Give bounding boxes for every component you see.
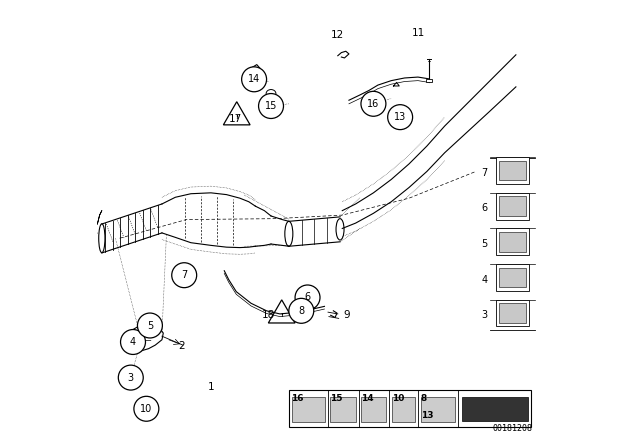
Text: 6: 6 <box>482 203 488 213</box>
Text: 12: 12 <box>331 30 344 40</box>
FancyBboxPatch shape <box>499 232 525 252</box>
Circle shape <box>134 396 159 421</box>
Text: 6: 6 <box>305 293 310 302</box>
Circle shape <box>138 313 163 338</box>
FancyBboxPatch shape <box>289 390 531 426</box>
Text: 15: 15 <box>265 101 277 111</box>
Text: 1: 1 <box>207 382 214 392</box>
FancyBboxPatch shape <box>426 79 432 82</box>
Text: 13: 13 <box>394 112 406 122</box>
FancyBboxPatch shape <box>496 300 529 327</box>
Text: 10: 10 <box>392 394 404 403</box>
Circle shape <box>388 105 413 129</box>
Text: 3: 3 <box>482 310 488 320</box>
Text: 11: 11 <box>412 28 424 38</box>
Text: 15: 15 <box>330 394 343 403</box>
Circle shape <box>118 365 143 390</box>
Text: 17: 17 <box>228 114 242 125</box>
FancyBboxPatch shape <box>330 397 356 422</box>
Text: 3: 3 <box>128 373 134 383</box>
Text: 10: 10 <box>140 404 152 414</box>
Circle shape <box>120 330 145 354</box>
FancyBboxPatch shape <box>392 397 415 422</box>
Polygon shape <box>338 51 349 58</box>
Text: 8: 8 <box>420 394 427 403</box>
Circle shape <box>289 298 314 323</box>
Text: 00181208: 00181208 <box>493 424 533 433</box>
Circle shape <box>259 94 284 118</box>
FancyBboxPatch shape <box>420 397 455 422</box>
FancyBboxPatch shape <box>496 228 529 255</box>
Text: 4: 4 <box>482 275 488 284</box>
Text: 14: 14 <box>248 74 260 84</box>
FancyBboxPatch shape <box>461 397 528 421</box>
Text: 9: 9 <box>344 310 350 320</box>
Circle shape <box>295 285 320 310</box>
FancyBboxPatch shape <box>496 157 529 184</box>
Text: !: ! <box>236 115 238 120</box>
FancyBboxPatch shape <box>496 264 529 291</box>
FancyBboxPatch shape <box>499 161 525 181</box>
Text: 5: 5 <box>481 239 488 249</box>
Text: 18: 18 <box>262 310 275 320</box>
Text: !: ! <box>280 313 283 318</box>
Text: 13: 13 <box>420 411 433 420</box>
Text: 5: 5 <box>147 320 153 331</box>
Text: 7: 7 <box>481 168 488 178</box>
Text: 14: 14 <box>362 394 374 403</box>
Text: 2: 2 <box>179 341 186 351</box>
Circle shape <box>242 67 267 92</box>
Text: 16: 16 <box>291 394 304 403</box>
FancyBboxPatch shape <box>362 397 387 422</box>
FancyBboxPatch shape <box>499 196 525 216</box>
Circle shape <box>361 91 386 116</box>
Text: 4: 4 <box>130 337 136 347</box>
FancyBboxPatch shape <box>496 193 529 220</box>
FancyBboxPatch shape <box>499 303 525 323</box>
Text: 16: 16 <box>367 99 380 109</box>
Text: 8: 8 <box>298 306 305 316</box>
Circle shape <box>172 263 196 288</box>
FancyBboxPatch shape <box>499 267 525 287</box>
FancyBboxPatch shape <box>291 397 325 422</box>
Text: 7: 7 <box>181 270 188 280</box>
